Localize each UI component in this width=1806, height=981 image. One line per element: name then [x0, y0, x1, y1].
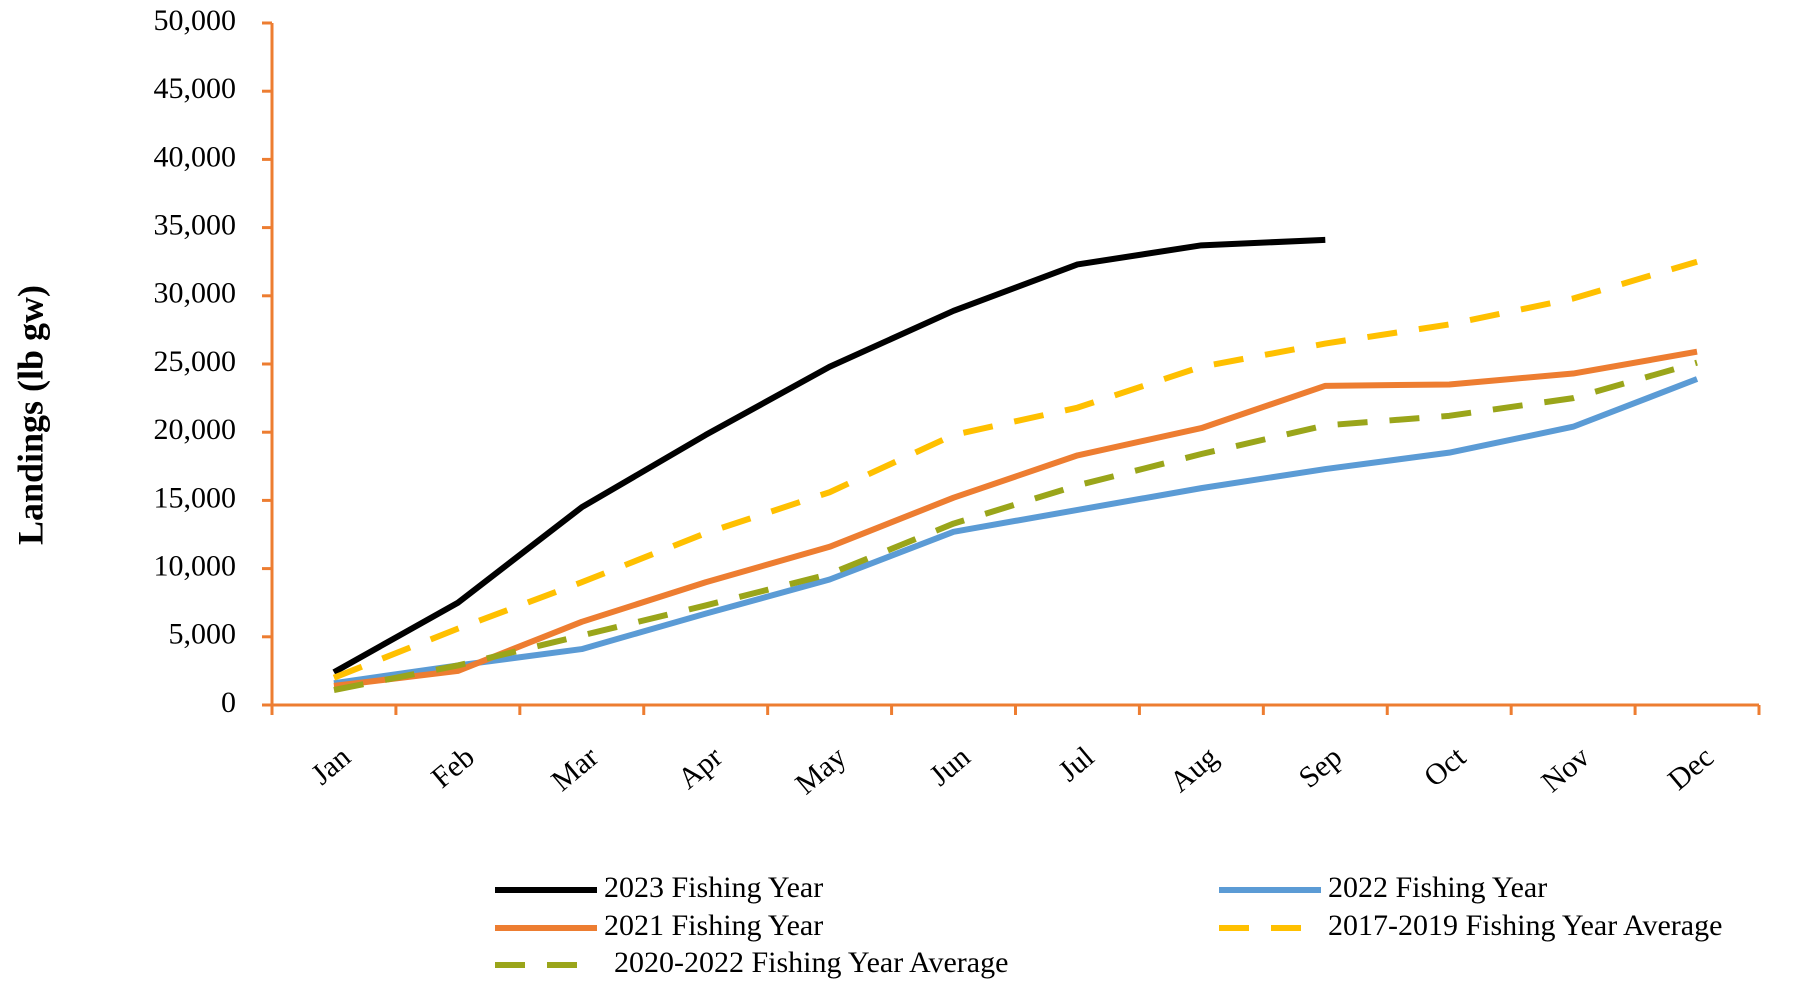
- x-tick-label: Jan: [305, 740, 357, 791]
- y-tick-label: 15,000: [154, 481, 237, 514]
- y-tick-label: 20,000: [154, 413, 237, 446]
- x-tick-label: Sep: [1293, 740, 1349, 794]
- x-tick-label: Dec: [1662, 740, 1720, 796]
- x-tick-label: Oct: [1418, 740, 1473, 794]
- x-tick-label: Mar: [545, 740, 605, 797]
- x-tick-label: Jul: [1052, 740, 1100, 788]
- legend-label: 2020-2022 Fishing Year Average: [614, 946, 1008, 979]
- y-tick-label: 35,000: [154, 208, 237, 241]
- y-tick-label: 5,000: [169, 618, 237, 651]
- series-line: [332, 236, 1326, 675]
- y-tick-label: 40,000: [154, 140, 237, 173]
- series-line: [333, 359, 1698, 693]
- x-tick-label: Nov: [1535, 740, 1596, 798]
- x-tick-label: Feb: [425, 740, 481, 794]
- y-axis-label: Landings (lb gw): [10, 285, 50, 545]
- y-tick-label: 10,000: [154, 549, 237, 582]
- x-tick-label: Apr: [672, 740, 729, 795]
- y-tick-label: 30,000: [154, 277, 237, 310]
- x-tick-label: Jun: [923, 740, 976, 792]
- legend-label: 2023 Fishing Year: [604, 871, 823, 904]
- series-line: [333, 348, 1698, 689]
- y-tick-label: 25,000: [154, 345, 237, 378]
- y-tick-label: 0: [221, 686, 236, 719]
- y-tick-label: 50,000: [154, 4, 237, 37]
- legend-label: 2017-2019 Fishing Year Average: [1328, 909, 1722, 942]
- x-tick-label: Aug: [1164, 740, 1225, 798]
- legend-label: 2021 Fishing Year: [604, 909, 823, 942]
- series-line: [332, 258, 1698, 681]
- series-line: [333, 376, 1699, 687]
- y-tick-label: 45,000: [154, 72, 237, 105]
- legend-label: 2022 Fishing Year: [1328, 871, 1547, 904]
- x-tick-label: May: [789, 740, 852, 801]
